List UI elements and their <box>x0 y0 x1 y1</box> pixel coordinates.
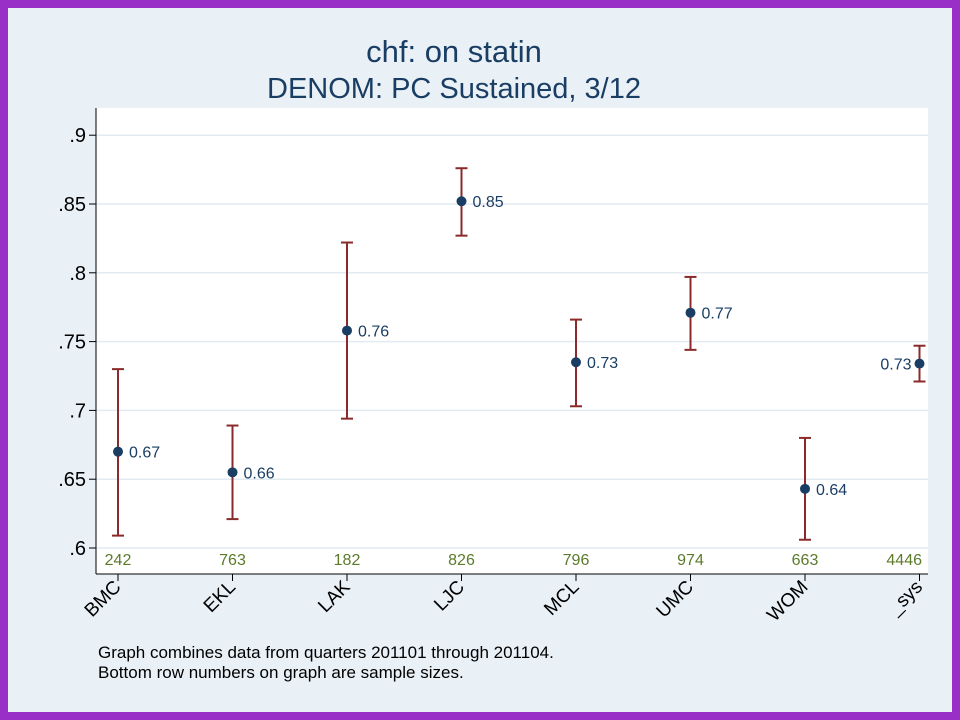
sample-size-label: 826 <box>448 552 475 569</box>
value-label: 0.64 <box>816 482 847 499</box>
data-point <box>914 358 925 369</box>
data-marks: 0.67 0.66 0.76 0.85 0.73 0.77 0.64 0.73 <box>112 167 926 541</box>
x-ticks: BMC EKL LAK LJC MCL UMC WOM _sys <box>81 574 927 626</box>
chart-title: chf: on statin <box>366 34 542 69</box>
value-label: 0.66 <box>244 465 275 482</box>
data-point <box>800 483 810 494</box>
x-tick-label: WOM <box>763 577 812 626</box>
sample-size-label: 4446 <box>886 552 922 569</box>
x-tick-label: EKL <box>200 577 240 617</box>
note-line-2: Bottom row numbers on graph are sample s… <box>98 663 464 682</box>
data-point <box>456 196 467 207</box>
y-tick-label: .75 <box>58 332 86 354</box>
chart-subtitle: DENOM: PC Sustained, 3/12 <box>267 73 641 105</box>
sample-size-label: 974 <box>677 552 704 569</box>
sample-size-label: 663 <box>792 552 819 569</box>
note-line-1: Graph combines data from quarters 201101… <box>98 643 554 662</box>
x-tick-label: _sys <box>884 577 927 620</box>
sample-size-label: 242 <box>105 552 132 569</box>
value-label: 0.76 <box>358 324 389 341</box>
sample-size-label: 796 <box>563 552 590 569</box>
x-tick-label: LJC <box>430 577 469 616</box>
y-tick-label: .8 <box>69 263 86 285</box>
y-ticks: .6 .65 .7 .75 .8 .85 .9 <box>58 125 96 560</box>
sample-size-label: 763 <box>219 552 246 569</box>
y-tick-label: .9 <box>69 125 86 147</box>
x-tick-label: MCL <box>540 577 583 620</box>
value-label: 0.67 <box>129 445 160 462</box>
x-tick-label: LAK <box>314 576 354 616</box>
sample-size-labels: 242 763 182 826 796 974 663 4446 <box>105 552 922 569</box>
chart-svg: chf: on statin DENOM: PC Sustained, 3/12… <box>58 34 928 682</box>
value-label: 0.85 <box>473 194 504 211</box>
value-label: 0.73 <box>587 355 618 372</box>
data-point <box>227 467 238 478</box>
data-point <box>685 307 696 318</box>
y-tick-label: .85 <box>58 194 86 216</box>
data-point <box>571 357 581 368</box>
y-tick-label: .65 <box>58 469 86 491</box>
x-tick-label: UMC <box>653 577 698 622</box>
y-tick-label: .7 <box>69 400 86 422</box>
sample-size-label: 182 <box>334 552 361 569</box>
data-point <box>342 325 352 336</box>
x-tick-label: BMC <box>81 577 126 622</box>
grid-lines <box>96 134 928 549</box>
y-tick-label: .6 <box>69 538 86 560</box>
value-label: 0.77 <box>702 306 733 323</box>
data-point <box>113 446 123 457</box>
value-label: 0.73 <box>880 357 911 374</box>
chart-frame: chf: on statin DENOM: PC Sustained, 3/12… <box>8 8 952 712</box>
